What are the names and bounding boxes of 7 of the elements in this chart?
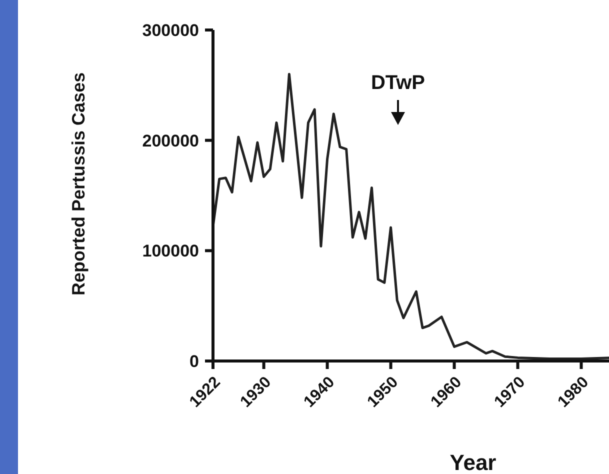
x-axis-title: Year — [450, 450, 497, 474]
y-tick-label: 100000 — [142, 242, 199, 261]
y-tick-label: 300000 — [142, 21, 199, 40]
y-axis-title: Reported Pertussis Cases — [68, 72, 88, 296]
y-tick-label: 200000 — [142, 131, 199, 150]
y-tick-label: 0 — [190, 352, 199, 371]
annotation: DTwP — [370, 72, 426, 95]
